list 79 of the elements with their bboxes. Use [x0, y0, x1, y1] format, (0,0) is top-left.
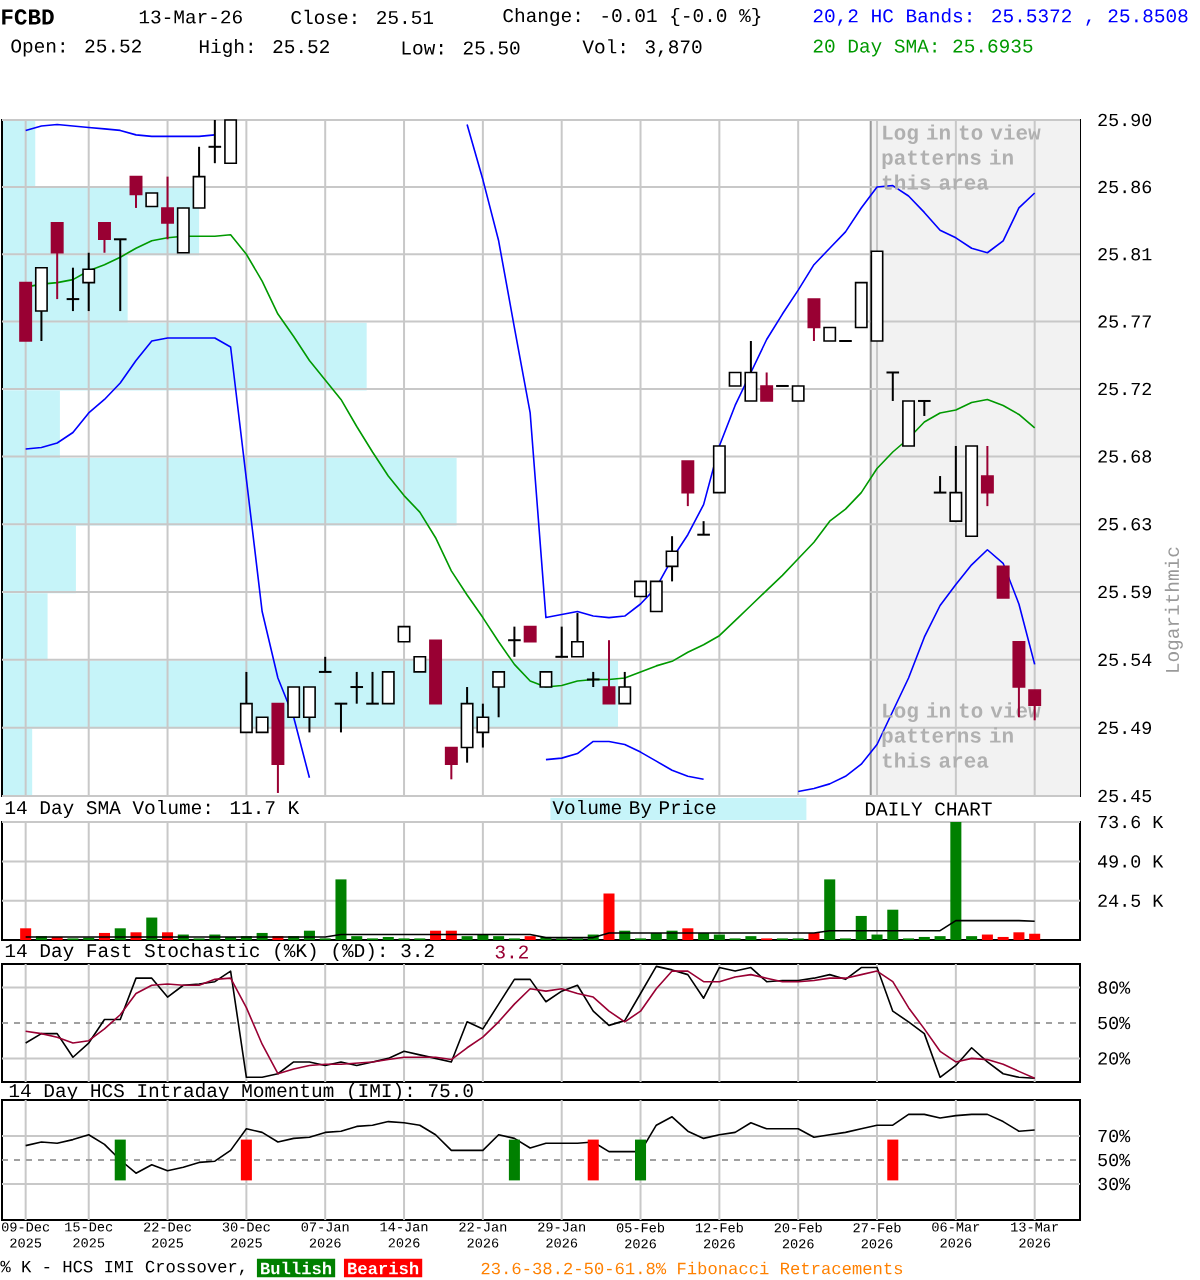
chart-title: 14 Day SMA Volume: 11.7 K: [5, 799, 300, 819]
legend-title: % K - HCS IMI Crossover,: [0, 1260, 244, 1276]
candlestick: [980, 444, 994, 508]
bar: [1013, 932, 1025, 940]
text: 13-Mar-26: [139, 10, 242, 24]
bar: [1029, 933, 1041, 940]
candlestick: [161, 175, 175, 241]
candlestick: [696, 520, 711, 536]
y-tick-label: 50%: [1098, 1016, 1131, 1030]
candlestick: [507, 625, 522, 658]
candlestick: [712, 445, 726, 494]
text: Bullish: [261, 1261, 332, 1275]
text: 20,2 HC Bands: 25.5372 , 25.8508: [813, 8, 1188, 26]
chart-subtitle: 3.2: [495, 945, 528, 959]
y-tick-label: 25.72: [1098, 382, 1151, 396]
candlestick: [50, 221, 64, 301]
candlestick: [65, 266, 81, 313]
annotation: Log in to view patterns in this area: [882, 124, 1041, 190]
y-tick-label: 25.86: [1098, 180, 1152, 194]
bar: [824, 879, 836, 940]
text: Volume By Price: [552, 799, 716, 819]
y-tick-label: 80%: [1098, 981, 1131, 994]
candlestick: [760, 371, 774, 402]
candlestick: [885, 371, 901, 402]
candlestick: [317, 655, 333, 673]
candlestick: [82, 251, 96, 313]
y-tick-label: 25.45: [1098, 789, 1152, 803]
text: 20 Day SMA: 25.6935: [813, 39, 1033, 57]
bar: [20, 928, 32, 940]
bar: [603, 893, 615, 940]
bar: [981, 934, 993, 940]
candlestick: [602, 639, 616, 705]
y-tick-label: 25.90: [1098, 113, 1152, 127]
text: Close: 25.51: [291, 9, 434, 25]
bar: [855, 915, 867, 940]
candlestick: [129, 175, 143, 209]
text: Open: 25.52: [11, 39, 141, 57]
y-tick-label: 25.63: [1098, 517, 1152, 531]
candlestick: [112, 238, 128, 313]
y-axis-title: Logarithmic: [1164, 547, 1183, 672]
candlestick: [34, 266, 48, 343]
y-tick-label: 25.77: [1098, 315, 1151, 328]
candlestick: [996, 565, 1010, 599]
y-tick-label: 25.81: [1098, 247, 1152, 261]
bar: [335, 879, 347, 940]
y-tick-label: 49.0 K: [1098, 855, 1164, 868]
text: Vol: 3,870: [582, 39, 702, 57]
chart-title: FCBD: [2, 9, 54, 25]
y-tick-label: 30%: [1098, 1177, 1131, 1191]
y-tick-label: 24.5 K: [1098, 894, 1164, 907]
y-tick-label: 70%: [1098, 1129, 1131, 1143]
candlestick: [492, 670, 506, 719]
y-tick-label: 25.49: [1098, 721, 1152, 735]
bar: [871, 934, 883, 940]
chart-title: 14 Day HCS Intraday Momentum (IMI): 75.0: [9, 1082, 473, 1102]
y-tick-label: 20%: [1098, 1052, 1131, 1065]
candlestick: [333, 702, 349, 734]
text: Low: 25.50: [402, 41, 520, 55]
text: High: 25.52: [199, 38, 329, 58]
y-tick-label: 25.54: [1098, 653, 1152, 667]
y-tick-label: 50%: [1098, 1153, 1131, 1167]
bar: [713, 934, 725, 940]
bar: [950, 821, 962, 940]
text: Bearish: [348, 1261, 419, 1275]
candlestick: [681, 460, 695, 508]
y-tick-label: 25.59: [1098, 585, 1152, 599]
text: 23.6-38.2-50-61.8% Fibonacci Retracements: [481, 1261, 903, 1275]
bar: [887, 909, 899, 940]
candlestick: [665, 535, 679, 583]
chart-title: 14 Day Fast Stochastic (%K) (%D): 3.2: [5, 942, 434, 962]
text: Change: -0.01 {-0.0 %}: [503, 7, 761, 27]
candlestick: [807, 298, 821, 343]
text: DAILY CHART: [865, 802, 992, 816]
y-tick-label: 25.68: [1098, 450, 1152, 463]
candlestick: [618, 670, 632, 705]
candlestick: [349, 670, 365, 705]
candlestick: [444, 746, 458, 781]
candlestick: [98, 221, 111, 254]
y-tick-label: 73.6 K: [1098, 815, 1164, 829]
